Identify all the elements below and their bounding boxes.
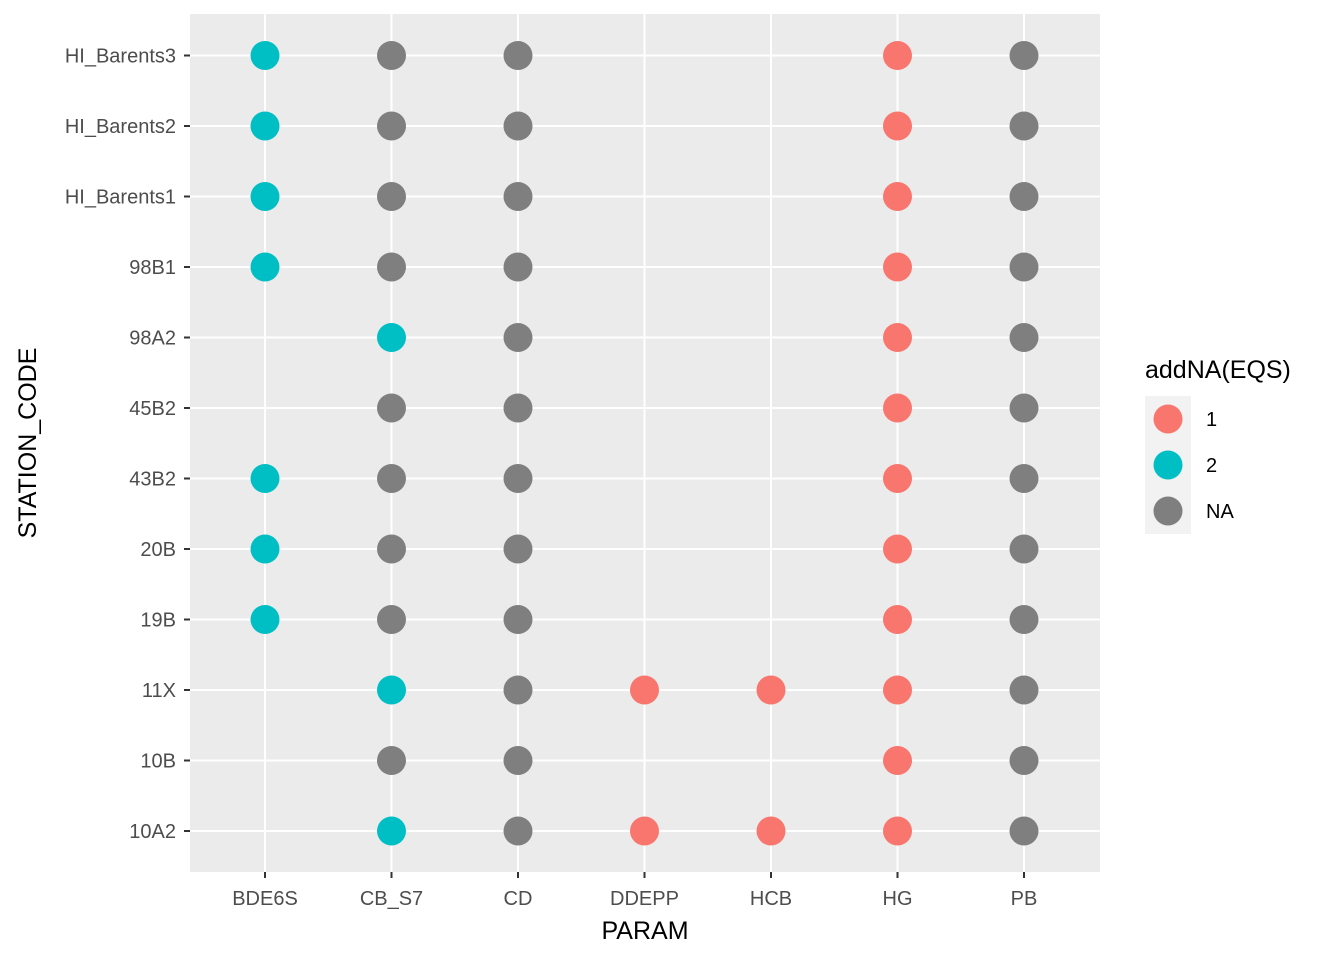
- legend-label: 1: [1206, 409, 1217, 431]
- y-tick-label: HI_Barents2: [65, 116, 176, 138]
- y-tick-label: 19B: [140, 610, 176, 632]
- data-point: [250, 111, 280, 141]
- legend-key: [1153, 450, 1183, 480]
- legend-label: 2: [1206, 455, 1217, 477]
- data-point: [883, 41, 912, 70]
- y-tick-label: HI_Barents3: [65, 46, 176, 68]
- data-point: [503, 746, 533, 775]
- y-tick-label: 45B2: [129, 398, 176, 420]
- data-point: [250, 182, 280, 211]
- data-point: [377, 816, 406, 846]
- data-point: [883, 111, 912, 141]
- data-point: [503, 41, 533, 70]
- y-tick-label: 43B2: [129, 469, 176, 491]
- data-point: [250, 605, 280, 634]
- data-point: [1009, 464, 1039, 493]
- data-point: [377, 393, 406, 423]
- data-point: [1009, 182, 1039, 211]
- data-point: [377, 746, 406, 775]
- y-tick-label: 11X: [142, 680, 176, 702]
- data-point: [756, 816, 786, 846]
- data-point: [377, 464, 406, 493]
- x-tick-label: PB: [1011, 888, 1038, 910]
- data-point: [1009, 393, 1039, 423]
- data-point: [883, 393, 912, 423]
- x-axis: BDE6S CB_S7 CD DDEPP HCB HG PB: [232, 872, 1037, 910]
- x-tick-label: CB_S7: [360, 888, 423, 910]
- data-points: [250, 41, 1039, 846]
- data-point: [1009, 41, 1039, 70]
- legend-title: addNA(EQS): [1145, 356, 1291, 384]
- x-axis-title: PARAM: [601, 917, 688, 945]
- data-point: [503, 393, 533, 423]
- data-point: [503, 464, 533, 493]
- legend-key: [1153, 496, 1183, 526]
- data-point: [756, 675, 786, 705]
- legend-key: [1153, 404, 1183, 434]
- data-point: [1009, 534, 1039, 564]
- y-tick-label: 10A2: [129, 821, 176, 843]
- x-tick-label: BDE6S: [232, 888, 298, 910]
- y-tick-label: HI_Barents1: [65, 187, 176, 209]
- data-point: [250, 252, 280, 282]
- y-tick-label: 98B1: [129, 257, 176, 279]
- data-point: [250, 464, 280, 493]
- data-point: [883, 534, 912, 564]
- y-tick-label: 20B: [140, 539, 176, 561]
- data-point: [883, 816, 912, 846]
- data-point: [883, 675, 912, 705]
- data-point: [377, 182, 406, 211]
- data-point: [883, 746, 912, 775]
- data-point: [1009, 675, 1039, 705]
- y-axis-title: STATION_CODE: [14, 348, 42, 539]
- data-point: [377, 534, 406, 564]
- data-point: [503, 816, 533, 846]
- data-point: [1009, 111, 1039, 141]
- data-point: [503, 675, 533, 705]
- data-point: [883, 252, 912, 282]
- legend: addNA(EQS) 1 2 NA: [1145, 356, 1291, 534]
- y-axis: 10A2 10B 11X 19B 20B 43B2 45B2 98A2 98B1 HI_Baren…: [65, 46, 190, 843]
- data-point: [883, 182, 912, 211]
- x-tick-label: HG: [883, 888, 913, 910]
- data-point: [630, 816, 659, 846]
- data-point: [503, 111, 533, 141]
- data-point: [1009, 605, 1039, 634]
- data-point: [377, 605, 406, 634]
- data-point: [630, 675, 659, 705]
- data-point: [883, 605, 912, 634]
- data-point: [883, 464, 912, 493]
- data-point: [1009, 816, 1039, 846]
- data-point: [1009, 323, 1039, 352]
- data-point: [377, 41, 406, 70]
- data-point: [503, 323, 533, 352]
- data-point: [250, 41, 280, 70]
- data-point: [883, 323, 912, 352]
- data-point: [377, 111, 406, 141]
- data-point: [1009, 746, 1039, 775]
- legend-label: NA: [1206, 501, 1234, 523]
- data-point: [503, 534, 533, 564]
- y-tick-label: 98A2: [129, 328, 176, 350]
- data-point: [377, 323, 406, 352]
- data-point: [377, 675, 406, 705]
- data-point: [1009, 252, 1039, 282]
- x-tick-label: CD: [504, 888, 533, 910]
- x-tick-label: HCB: [750, 888, 792, 910]
- data-point: [377, 252, 406, 282]
- data-point: [503, 252, 533, 282]
- y-tick-label: 10B: [140, 751, 176, 773]
- x-tick-label: DDEPP: [610, 888, 679, 910]
- data-point: [503, 182, 533, 211]
- data-point: [250, 534, 280, 564]
- data-point: [503, 605, 533, 634]
